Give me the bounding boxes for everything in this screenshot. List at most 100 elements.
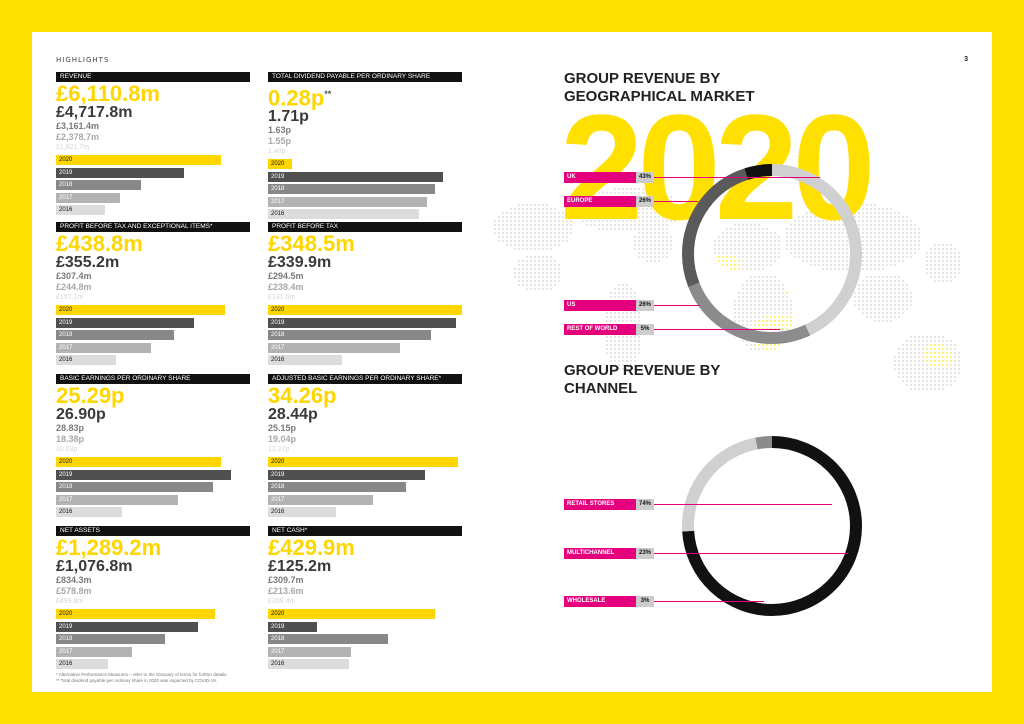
donut-slice-multichannel [682,436,862,616]
legend-percent: 26% [636,196,654,207]
kpi-bar-2018: 2018 [268,482,406,492]
kpi-title: ADJUSTED BASIC EARNINGS PER ORDINARY SHA… [268,374,462,384]
kpi-value-2018: £3,161.4m [56,121,100,131]
kpi-bar-2017: 2017 [268,342,400,353]
kpi-value-2018: £307.4m [56,271,92,281]
legend-name: RETAIL STORES [564,499,636,510]
kpi-value-2017: 18.38p [56,434,85,444]
kpi-value-2016: £131.6m [268,294,296,301]
legend-name: REST OF WORLD [564,324,636,335]
kpi-value-2016: £499.8m [56,598,84,605]
kpi-value-2020: 34.26p [268,383,337,408]
kpi-bar-chart: 2020 2019 2018 2017 2016 [56,155,250,215]
kpi-bar-2016: 2016 [268,355,342,365]
kpi-value-2020: £438.8m [56,231,143,256]
kpi-value-2018: 28.83p [56,423,85,433]
leader-line [654,305,700,306]
legend-percent: 26% [636,300,654,311]
leader-line [654,201,698,202]
kpi-value-2017: £238.4m [268,282,304,292]
kpi-bar-chart: 2020 2019 2018 2017 2016 [268,609,462,669]
kpi-bar-2019: 2019 [268,171,443,182]
kpi-value-superscript: ** [324,89,332,99]
kpi-block: NET CASH* £429.9m £125.2m £309.7m £213.6m £20… [268,526,462,672]
legend-name: WHOLESALE [564,596,636,607]
kpi-bar-chart: 2020 2019 2018 2017 2016 [268,457,462,517]
kpi-value-2016: 1.48p [268,148,286,156]
legend-percent: 43% [636,172,654,183]
kpi-value-2020: £1,289.2m [56,535,162,560]
donut-slice-europe [682,164,862,344]
kpi-bar-2018: 2018 [268,184,435,195]
footnotes: * Alternative Performance Measures – ref… [56,672,476,684]
kpi-title: PROFIT BEFORE TAX [268,222,462,232]
kpi-value-2019: 26.90p [56,406,106,423]
legend-name: UK [564,172,636,183]
kpi-bar-2017: 2017 [268,196,428,207]
kpi-bar-2017: 2017 [56,192,121,203]
kpi-value-2018: 25.15p [268,423,297,433]
kpi-bar-2016: 2016 [268,507,336,517]
kpi-bar-2020: 2020 [56,305,225,315]
kpi-block: NET ASSETS £1,289.2m £1,076.8m £834.3m £578.… [56,526,250,672]
channel-title-line1: GROUP REVENUE BY [564,362,721,379]
kpi-value-2019: £4,717.8m [56,104,133,121]
leader-line [654,601,764,602]
geo-title-line2: GEOGRAPHICAL MARKET [564,88,755,105]
kpi-bar-chart: 2020 2019 2018 2017 2016 [268,159,462,220]
legend-name: EUROPE [564,196,636,207]
kpi-bar-2020: 2020 [268,305,462,315]
kpi-bar-2020: 2020 [56,609,216,619]
legend-percent: 74% [636,499,654,510]
kpi-bar-2019: 2019 [56,317,194,328]
kpi-bar-2020: 2020 [268,457,459,467]
legend-name: US [564,300,636,311]
kpi-value-2017: £244.8m [56,282,92,292]
kpi-bar-2018: 2018 [268,330,431,340]
kpi-value-2019: £339.9m [268,254,332,271]
kpi-title: REVENUE [56,72,250,82]
kpi-title: TOTAL DIVIDEND PAYABLE PER ORDINARY SHAR… [268,72,462,82]
kpi-block: REVENUE £6,110.8m £4,717.8m £3,161.4m £2,378… [56,72,250,218]
kpi-value-2016: 12.27p [268,446,290,453]
kpi-block: BASIC EARNINGS PER ORDINARY SHARE 25.29p 2… [56,374,250,520]
kpi-bar-2016: 2016 [268,659,350,669]
kpi-bar-2016: 2016 [56,205,105,215]
kpi-block: TOTAL DIVIDEND PAYABLE PER ORDINARY SHAR… [268,72,462,222]
kpi-value-text: 0.28p [268,85,325,111]
leader-line [654,504,832,505]
kpi-value-2017: £578.8m [56,586,92,596]
kpi-value-2016: £1,821.7m [56,144,90,151]
kpi-bar-chart: 2020 2019 2018 2017 2016 [56,305,250,365]
kpi-block: PROFIT BEFORE TAX AND EXCEPTIONAL ITEMS*… [56,222,250,368]
geo-title-line1: GROUP REVENUE BY [564,70,721,87]
kpi-bar-2019: 2019 [56,621,198,632]
kpi-value-2020: £6,110.8m [56,81,160,106]
kpi-value-2017: £2,378.7m [56,132,100,142]
kpi-bar-chart: 2020 2019 2018 2017 2016 [56,609,250,669]
kpi-title: NET ASSETS [56,526,250,536]
kpi-bar-2017: 2017 [56,494,179,505]
kpi-value-2018: £309.7m [268,575,304,585]
page-label: HIGHLIGHTS [56,56,110,64]
kpi-bar-2018: 2018 [56,482,214,492]
kpi-value-2019: £355.2m [56,254,120,271]
kpi-bar-2020: 2020 [56,457,221,467]
year-backdrop: 2020 [560,83,876,251]
kpi-value-2019: £125.2m [268,558,332,575]
geo-chart-title: GROUP REVENUE BY GEOGRAPHICAL MARKET [564,70,864,106]
legend-name: MULTICHANNEL [564,548,636,559]
kpi-bar-2017: 2017 [56,646,132,657]
channel-chart-title: GROUP REVENUE BY CHANNEL [564,362,864,398]
leader-line [654,177,820,178]
kpi-value-2016: 10.03p [56,446,78,453]
kpi-block: ADJUSTED BASIC EARNINGS PER ORDINARY SHA… [268,374,462,520]
kpi-bar-2020: 2020 [56,155,221,165]
leader-line [654,329,780,330]
kpi-value-2017: 1.55p [268,136,292,147]
kpi-bar-2017: 2017 [268,494,373,505]
donut-slice-rest-of-world [682,164,862,344]
kpi-title: PROFIT BEFORE TAX AND EXCEPTIONAL ITEMS* [56,222,250,232]
kpi-value-2020: 0.28p** [268,83,462,109]
kpi-value-2018: 1.63p [268,125,292,136]
